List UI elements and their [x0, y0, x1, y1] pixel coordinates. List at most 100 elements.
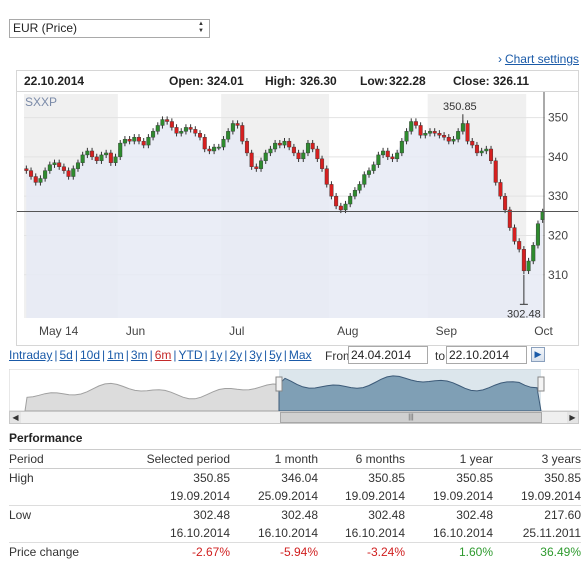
open-value: 324.01	[207, 74, 244, 88]
candle	[29, 170, 34, 177]
table-cell: 16.10.2014	[344, 526, 405, 540]
range-link-6m[interactable]: 6m	[154, 348, 172, 362]
range-separator: |	[173, 348, 177, 362]
candle	[118, 142, 123, 158]
candle	[465, 123, 470, 142]
candle	[268, 148, 273, 154]
candle	[376, 154, 381, 165]
candle	[165, 119, 170, 122]
candle	[43, 170, 48, 179]
range-link-max[interactable]: Max	[288, 348, 312, 362]
table-cell: 16.10.2014	[257, 526, 318, 540]
table-row: Low 302.48 302.48 302.48 302.48 217.60	[9, 505, 581, 524]
candle	[254, 166, 259, 169]
candle	[136, 137, 141, 142]
column-header: 1 month	[230, 449, 318, 469]
candle	[423, 133, 428, 136]
row-label: Low	[9, 505, 129, 524]
table-cell: 16.10.2014	[169, 526, 230, 540]
candle	[352, 190, 357, 197]
apply-range-button[interactable]: ▶	[531, 347, 545, 362]
candle	[432, 131, 437, 134]
high-label: High:	[265, 74, 296, 88]
candle	[343, 203, 348, 211]
candle	[94, 156, 99, 162]
candle	[263, 152, 268, 162]
price-area	[26, 119, 543, 318]
navigator-selected-area	[278, 375, 542, 412]
candle	[113, 156, 118, 163]
y-tick-label: 340	[548, 150, 568, 164]
range-link-intraday[interactable]: Intraday	[9, 348, 53, 362]
candle	[240, 125, 245, 142]
range-separator: |	[54, 348, 58, 362]
candle	[517, 241, 522, 250]
candle	[122, 138, 127, 144]
to-date-input[interactable]: 22.10.2014	[446, 346, 527, 364]
candle	[507, 209, 512, 228]
candle	[390, 156, 395, 160]
table-cell: 19.09.2014	[169, 489, 230, 503]
table-cell: -3.24%	[318, 542, 405, 561]
candle	[310, 142, 315, 150]
y-tick-label: 320	[548, 228, 568, 242]
candle	[399, 140, 404, 154]
candle	[57, 162, 62, 167]
range-link-ytd[interactable]: YTD	[178, 348, 203, 362]
column-header: Selected period	[129, 449, 230, 469]
range-link-2y[interactable]: 2y	[229, 348, 243, 362]
range-link-5y[interactable]: 5y	[269, 348, 282, 362]
candle	[489, 148, 494, 162]
candle	[526, 260, 531, 272]
scrollbar-thumb[interactable]: |||	[280, 412, 542, 423]
chart-settings-label: Chart settings	[504, 52, 579, 66]
x-tick-label: Jul	[229, 324, 244, 338]
table-cell: 16.10.2014	[432, 526, 493, 540]
candle	[329, 184, 334, 197]
candle	[273, 142, 278, 150]
candle	[395, 152, 400, 160]
range-link-1m[interactable]: 1m	[107, 348, 124, 362]
range-link-3y[interactable]: 3y	[249, 348, 262, 362]
to-label: to	[435, 349, 446, 363]
candle	[85, 150, 90, 156]
candle	[259, 160, 264, 169]
candle	[409, 121, 414, 132]
navigator-overview[interactable]	[9, 369, 579, 425]
navigator-scrollbar[interactable]: ◀ ||| ▶	[9, 411, 579, 424]
table-cell: 350.85	[544, 471, 581, 485]
candle	[418, 125, 423, 136]
price-chart[interactable]: 22.10.2014 Open: 324.01 High: 326.30 Low…	[16, 70, 579, 346]
range-selector: Intraday | 5d | 10d | 1m | 3m | 6m | YTD | 1y | 2y | 3y | 5y…	[9, 347, 312, 365]
range-link-1y[interactable]: 1y	[209, 348, 223, 362]
range-link-3m[interactable]: 3m	[130, 348, 148, 362]
range-link-5d[interactable]: 5d	[59, 348, 73, 362]
table-cell: 346.04	[281, 471, 318, 485]
scroll-left-icon[interactable]: ◀	[10, 412, 21, 423]
from-date-input[interactable]: 24.04.2014	[348, 346, 428, 364]
chart-settings-link[interactable]: › Chart settings	[498, 52, 579, 66]
y-tick-label: 330	[548, 189, 568, 203]
performance-title: Performance	[9, 431, 83, 445]
table-cell: 19.09.2014	[344, 489, 405, 503]
candle	[155, 125, 160, 132]
range-separator: |	[149, 348, 153, 362]
candle	[198, 133, 203, 138]
x-tick-label: Sep	[436, 324, 458, 338]
navigator-handle	[275, 376, 283, 392]
navigator-handle	[537, 376, 545, 392]
currency-select[interactable]: EUR (Price) ▲ ▼	[9, 19, 210, 38]
scroll-right-icon[interactable]: ▶	[567, 412, 578, 423]
candle	[47, 164, 52, 171]
candle	[188, 127, 193, 130]
candle	[151, 131, 156, 138]
column-header: 1 year	[405, 449, 493, 469]
candle	[104, 152, 109, 156]
candle	[296, 152, 301, 160]
range-link-10d[interactable]: 10d	[79, 348, 100, 362]
candle	[291, 146, 296, 154]
table-row: 19.09.2014 25.09.2014 19.09.2014 19.09.2…	[9, 487, 581, 506]
performance-table: Period Selected period 1 month 6 months …	[9, 449, 581, 561]
candle	[460, 123, 465, 132]
table-cell: 19.09.2014	[432, 489, 493, 503]
